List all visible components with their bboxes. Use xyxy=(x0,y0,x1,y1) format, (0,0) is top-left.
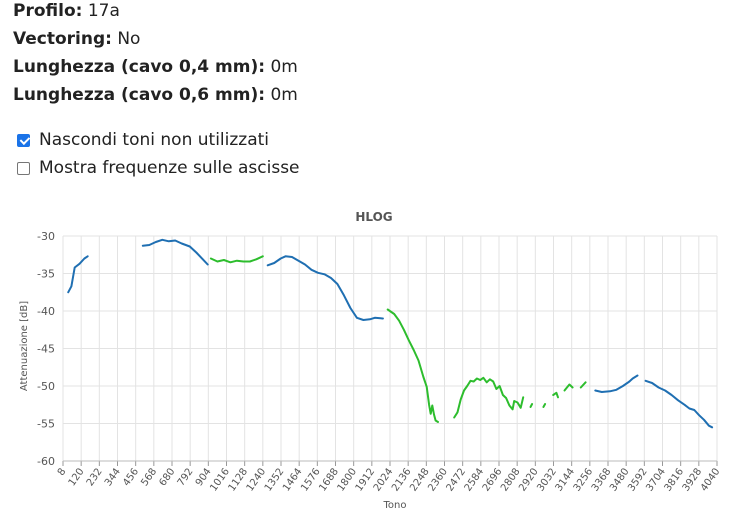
y-tick-label: -30 xyxy=(37,230,55,243)
y-tick-label: -40 xyxy=(37,305,55,318)
x-axis-ticks: 8120232344456568680792904101611281240135… xyxy=(56,466,723,493)
hlog-chart: HLOG -30 -35 -40 -45 -50 -55 -60 8120232344456… xyxy=(19,210,723,511)
series-line-blue xyxy=(266,255,384,321)
info-label: Profilo xyxy=(13,1,76,21)
x-tick-label: 120 xyxy=(67,466,87,488)
info-label: Lunghezza (cavo 0,4 mm) xyxy=(13,57,259,77)
info-length-06: Lunghezza (cavo 0,6 mm): 0m xyxy=(13,85,298,105)
series-line-green xyxy=(542,403,547,408)
x-tick-label: 4040 xyxy=(699,466,723,493)
info-value: 0m xyxy=(270,85,298,105)
series-line-blue xyxy=(141,238,209,266)
show-frequencies-checkbox[interactable] xyxy=(17,161,30,175)
chart-series xyxy=(67,238,714,429)
x-tick-label: 232 xyxy=(85,466,105,488)
info-value: 17a xyxy=(87,1,120,21)
series-line-green xyxy=(453,376,525,419)
option-hide-unused-tones[interactable]: Nascondi toni non utilizzati xyxy=(17,129,269,151)
y-tick-label: -35 xyxy=(37,268,55,281)
series-line-green xyxy=(579,381,587,389)
info-value: No xyxy=(117,29,141,49)
series-line-green xyxy=(386,308,439,423)
series-line-blue xyxy=(594,374,639,393)
x-tick-label: 792 xyxy=(176,466,196,488)
series-line-green xyxy=(529,403,534,408)
option-label: Mostra frequenze sulle ascisse xyxy=(39,158,300,178)
series-line-green xyxy=(209,255,264,264)
option-label: Nascondi toni non utilizzati xyxy=(39,130,270,150)
series-line-blue xyxy=(67,255,89,294)
series-line-blue xyxy=(644,379,714,429)
series-line-green xyxy=(563,383,574,392)
info-label: Vectoring xyxy=(13,29,106,49)
info-vectoring: Vectoring: No xyxy=(13,29,141,49)
y-tick-label: -45 xyxy=(37,343,55,356)
option-show-frequencies[interactable]: Mostra frequenze sulle ascisse xyxy=(17,157,300,179)
y-axis-ticks: -30 -35 -40 -45 -50 -55 -60 xyxy=(37,230,55,468)
x-axis-label: Tono xyxy=(383,500,407,511)
x-tick-label: 344 xyxy=(103,466,123,488)
info-label: Lunghezza (cavo 0,6 mm) xyxy=(13,85,259,105)
y-tick-label: -55 xyxy=(37,418,55,431)
x-tick-label: 8 xyxy=(56,466,69,478)
hide-unused-tones-checkbox[interactable] xyxy=(17,133,30,147)
x-tick-label: 680 xyxy=(157,466,177,488)
y-tick-label: -50 xyxy=(37,380,55,393)
series-line-green xyxy=(552,391,559,399)
x-tick-label: 456 xyxy=(121,466,141,488)
y-axis-label: Attenuazione [dB] xyxy=(19,301,30,391)
info-length-04: Lunghezza (cavo 0,4 mm): 0m xyxy=(13,57,298,77)
y-tick-label: -60 xyxy=(37,455,55,468)
info-profile: Profilo: 17a xyxy=(13,1,120,21)
info-value: 0m xyxy=(270,57,298,77)
chart-grid xyxy=(62,235,718,466)
x-tick-label: 568 xyxy=(139,466,159,488)
chart-title: HLOG xyxy=(355,210,392,224)
